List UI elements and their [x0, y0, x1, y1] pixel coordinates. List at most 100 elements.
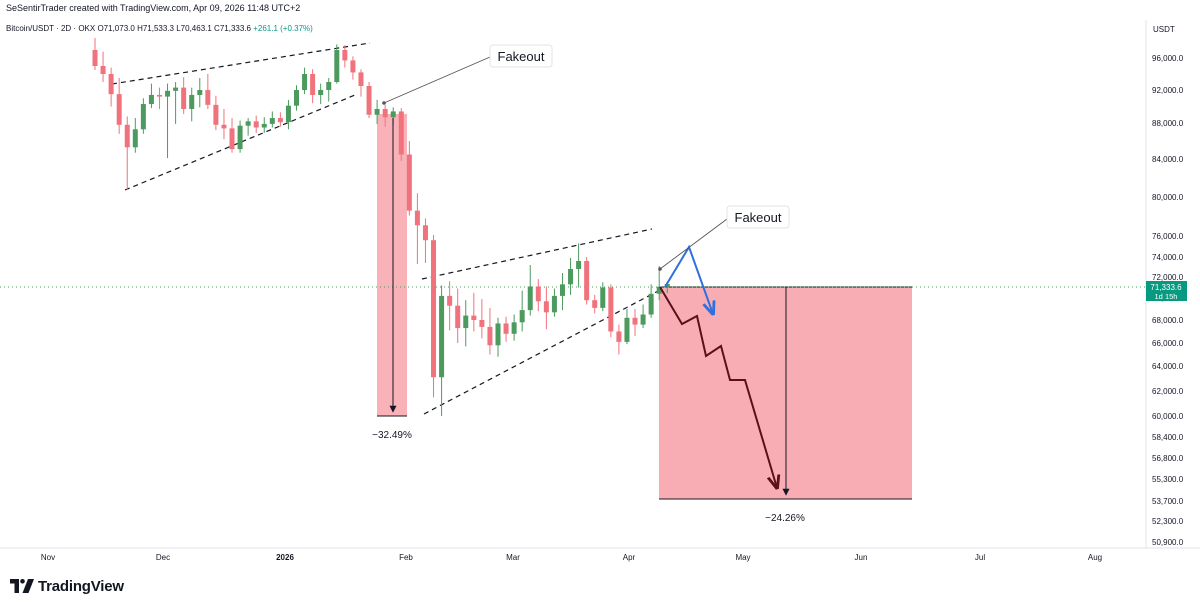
candle-body — [382, 108, 388, 118]
price-tag-countdown: 1d 15h — [1155, 292, 1178, 301]
candle-body — [124, 124, 130, 148]
price-axis-label: 60,000.0 — [1152, 412, 1184, 421]
candle-body — [342, 50, 348, 61]
fakeout-1-pointer — [383, 56, 491, 104]
price-axis-label: 74,000.0 — [1152, 253, 1184, 262]
candle-body — [600, 287, 606, 308]
candle-body — [213, 104, 219, 125]
candle — [632, 309, 638, 337]
candle-body — [632, 317, 638, 325]
candles-layer — [92, 38, 670, 416]
candle — [447, 281, 453, 331]
candle — [213, 95, 219, 131]
candle — [116, 78, 122, 134]
candle-body — [237, 125, 243, 150]
candle-body — [253, 121, 259, 128]
candle-body — [624, 317, 630, 342]
candle — [132, 118, 138, 153]
tradingview-brand[interactable]: TradingView — [10, 576, 124, 596]
price-axis-label: 76,000.0 — [1152, 232, 1184, 241]
candle — [302, 67, 308, 95]
candle — [511, 314, 517, 341]
candle — [471, 292, 477, 332]
wedge-1-lower — [124, 94, 356, 191]
candle — [148, 83, 154, 109]
candle-body — [350, 60, 356, 73]
time-axis-label: Mar — [506, 553, 520, 562]
candle-body — [479, 320, 485, 327]
candle — [608, 284, 614, 338]
candle-body — [487, 326, 493, 346]
fakeout-2-box — [726, 205, 790, 229]
candle-body — [326, 82, 332, 90]
candle — [358, 69, 364, 97]
candle-body — [374, 108, 380, 115]
price-axis-label: 80,000.0 — [1152, 193, 1184, 202]
candle-body — [431, 240, 437, 378]
author-line: SeSentirTrader created with TradingView.… — [6, 3, 301, 13]
candle — [156, 87, 162, 109]
candle-body — [173, 87, 179, 91]
candle-body — [366, 86, 372, 115]
candle-body — [269, 118, 275, 124]
time-axis-label: 2026 — [276, 553, 294, 562]
price-axis-label: 88,000.0 — [1152, 119, 1184, 128]
candle-body — [447, 295, 453, 306]
candle-body — [592, 300, 598, 308]
candle — [382, 104, 388, 127]
candle-body — [156, 94, 162, 97]
price-axis-label: 50,900.0 — [1152, 538, 1184, 547]
candle-body — [511, 322, 517, 334]
time-axis[interactable]: Nov Dec 2026 Feb Mar Apr May Jun Jul Aug — [41, 553, 1102, 562]
price-axis-label: 62,000.0 — [1152, 387, 1184, 396]
candle-body — [197, 90, 203, 95]
candle — [261, 117, 267, 133]
candle — [519, 290, 525, 332]
candle-body — [640, 314, 646, 325]
candle — [648, 284, 654, 318]
candle — [245, 118, 251, 136]
candle — [527, 265, 533, 316]
candle-body — [261, 123, 267, 128]
candle — [294, 85, 299, 111]
candle — [165, 83, 171, 159]
candle-body — [543, 301, 549, 313]
candle-body — [277, 118, 283, 123]
candle — [366, 82, 372, 119]
candle-body — [108, 74, 114, 95]
candle-body — [132, 129, 138, 148]
candle-body — [551, 295, 557, 313]
candle — [108, 67, 114, 107]
candle — [422, 218, 428, 263]
currency-label[interactable]: USDT — [1153, 25, 1175, 34]
price-tag-value: 71,333.6 — [1150, 283, 1182, 292]
candle — [221, 108, 227, 140]
price-axis-label: 52,300.0 — [1152, 517, 1184, 526]
low-value: L70,463.1 — [176, 24, 212, 33]
price-axis-label: 68,000.0 — [1152, 316, 1184, 325]
symbol-name[interactable]: Bitcoin/USDT · 2D · OKX — [6, 24, 96, 33]
candle — [205, 74, 211, 109]
candle-body — [576, 261, 582, 269]
candle-body — [527, 286, 533, 311]
candle-body — [616, 331, 622, 342]
candle-body — [100, 66, 106, 74]
candle — [592, 294, 598, 314]
candle — [624, 309, 630, 345]
candle-body — [310, 74, 316, 95]
candle-body — [318, 90, 324, 95]
close-value: C71,333.6 — [214, 24, 251, 33]
time-axis-label: Aug — [1088, 553, 1102, 562]
candle-body — [656, 286, 662, 294]
time-axis-label: Jun — [855, 553, 868, 562]
candle-body — [406, 154, 412, 211]
fakeout-1-dot — [382, 101, 386, 105]
candle-body — [559, 284, 565, 296]
candle — [342, 45, 348, 68]
tradingview-logo-icon — [10, 579, 34, 593]
candle — [310, 69, 316, 104]
candle — [439, 285, 445, 416]
candle — [326, 78, 332, 102]
price-axis-label: 58,400.0 — [1152, 433, 1184, 442]
